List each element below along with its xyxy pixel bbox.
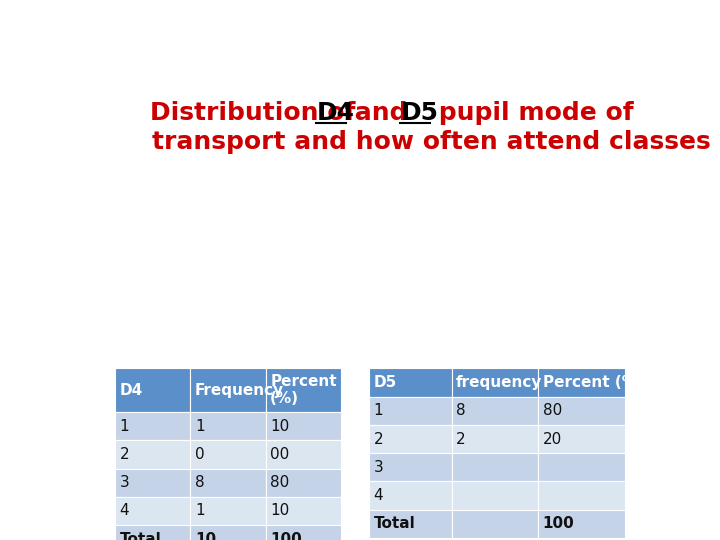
Text: 100: 100 <box>270 532 302 540</box>
Text: Total: Total <box>120 532 161 540</box>
FancyBboxPatch shape <box>266 497 341 525</box>
FancyBboxPatch shape <box>115 497 190 525</box>
Text: 10: 10 <box>270 418 289 434</box>
FancyBboxPatch shape <box>190 412 266 440</box>
Text: Frequency: Frequency <box>195 383 284 397</box>
Text: 100: 100 <box>543 516 575 531</box>
Text: 80: 80 <box>543 403 562 418</box>
FancyBboxPatch shape <box>115 469 190 497</box>
FancyBboxPatch shape <box>266 469 341 497</box>
Text: 3: 3 <box>374 460 383 475</box>
Text: 0: 0 <box>195 447 204 462</box>
Text: 1: 1 <box>374 403 383 418</box>
Text: 80: 80 <box>270 475 289 490</box>
FancyBboxPatch shape <box>190 525 266 540</box>
Text: 10: 10 <box>270 503 289 518</box>
Text: 2: 2 <box>120 447 129 462</box>
Text: 20: 20 <box>543 431 562 447</box>
Text: pupil mode of: pupil mode of <box>430 100 634 125</box>
Text: 2: 2 <box>456 431 466 447</box>
FancyBboxPatch shape <box>369 453 451 482</box>
FancyBboxPatch shape <box>369 510 451 538</box>
FancyBboxPatch shape <box>538 453 624 482</box>
FancyBboxPatch shape <box>451 368 538 396</box>
Text: frequency: frequency <box>456 375 542 390</box>
Text: 1: 1 <box>195 503 204 518</box>
Text: D4: D4 <box>316 100 354 125</box>
FancyBboxPatch shape <box>190 440 266 469</box>
FancyBboxPatch shape <box>451 396 538 425</box>
Text: 00: 00 <box>270 447 289 462</box>
FancyBboxPatch shape <box>369 425 451 453</box>
Text: 4: 4 <box>374 488 383 503</box>
Text: 10: 10 <box>195 532 216 540</box>
Text: Total: Total <box>374 516 415 531</box>
FancyBboxPatch shape <box>115 412 190 440</box>
FancyBboxPatch shape <box>266 368 341 412</box>
FancyBboxPatch shape <box>190 469 266 497</box>
FancyBboxPatch shape <box>190 497 266 525</box>
FancyBboxPatch shape <box>369 482 451 510</box>
FancyBboxPatch shape <box>451 425 538 453</box>
FancyBboxPatch shape <box>451 482 538 510</box>
Text: D5: D5 <box>400 100 438 125</box>
FancyBboxPatch shape <box>266 525 341 540</box>
Text: D4: D4 <box>120 383 143 397</box>
Text: 2: 2 <box>374 431 383 447</box>
Text: Percent (%): Percent (%) <box>543 375 644 390</box>
FancyBboxPatch shape <box>115 525 190 540</box>
Text: 8: 8 <box>456 403 466 418</box>
FancyBboxPatch shape <box>369 396 451 425</box>
Text: Distribution of: Distribution of <box>150 100 364 125</box>
Text: 3: 3 <box>120 475 130 490</box>
FancyBboxPatch shape <box>538 396 624 425</box>
FancyBboxPatch shape <box>190 368 266 412</box>
FancyBboxPatch shape <box>266 412 341 440</box>
Text: Percent
(%): Percent (%) <box>270 374 337 407</box>
FancyBboxPatch shape <box>538 425 624 453</box>
FancyBboxPatch shape <box>369 368 451 396</box>
Text: 4: 4 <box>120 503 129 518</box>
Text: 1: 1 <box>120 418 129 434</box>
FancyBboxPatch shape <box>115 440 190 469</box>
Text: 8: 8 <box>195 475 204 490</box>
FancyBboxPatch shape <box>115 368 190 412</box>
Text: 1: 1 <box>195 418 204 434</box>
FancyBboxPatch shape <box>451 510 538 538</box>
FancyBboxPatch shape <box>266 440 341 469</box>
Text: and: and <box>346 100 416 125</box>
FancyBboxPatch shape <box>538 482 624 510</box>
Text: transport and how often attend classes: transport and how often attend classes <box>153 130 711 154</box>
FancyBboxPatch shape <box>538 510 624 538</box>
FancyBboxPatch shape <box>451 453 538 482</box>
FancyBboxPatch shape <box>538 368 624 396</box>
Text: D5: D5 <box>374 375 397 390</box>
